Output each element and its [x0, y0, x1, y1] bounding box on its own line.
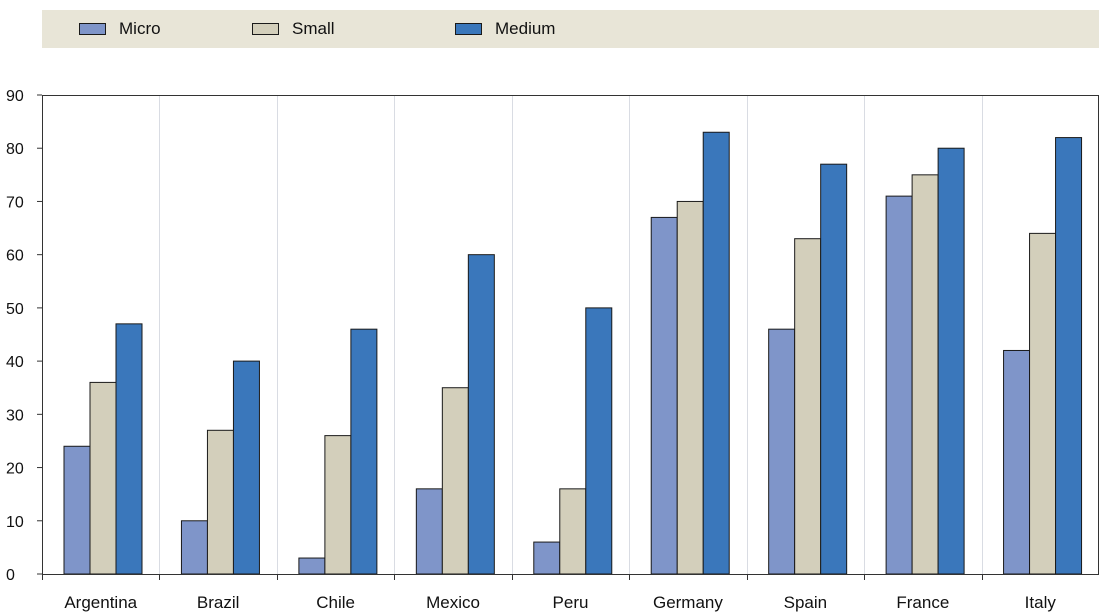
bar-medium-germany	[702, 131, 730, 575]
bar-micro-brazil	[180, 520, 208, 575]
y-tick-label: 50	[6, 301, 24, 318]
bar-medium-mexico	[467, 254, 495, 575]
bar-micro-mexico	[415, 488, 443, 575]
x-tick-label-brazil: Brazil	[197, 593, 240, 612]
x-tick-label-spain: Spain	[784, 593, 827, 612]
y-tick-label: 90	[6, 88, 24, 105]
y-tick-label: 20	[6, 461, 24, 478]
legend-label-small: Small	[292, 19, 335, 38]
bar-micro-france	[885, 195, 913, 575]
bar-micro-spain	[768, 328, 796, 575]
bar-small-spain	[794, 238, 822, 575]
x-tick-label-italy: Italy	[1025, 593, 1057, 612]
bar-medium-chile	[350, 328, 378, 575]
y-tick-label: 0	[6, 567, 15, 584]
bar-micro-argentina	[63, 445, 91, 575]
legend-label-medium: Medium	[495, 19, 556, 38]
bar-medium-peru	[585, 307, 613, 575]
bar-small-argentina	[89, 381, 117, 575]
bar-medium-france	[937, 147, 965, 575]
x-tick-label-chile: Chile	[316, 593, 355, 612]
bar-small-brazil	[206, 429, 234, 575]
y-tick-label: 60	[6, 248, 24, 265]
bar-medium-argentina	[115, 323, 143, 575]
grid-layer	[159, 95, 983, 574]
bar-medium-italy	[1055, 137, 1083, 575]
legend-item-medium: Medium	[455, 10, 555, 48]
bar-medium-brazil	[232, 360, 260, 575]
legend-item-micro: Micro	[79, 10, 161, 48]
bar-small-italy	[1029, 232, 1057, 575]
y-tick-label: 40	[6, 354, 24, 371]
bar-medium-spain	[820, 163, 848, 575]
bar-small-germany	[676, 200, 704, 575]
x-tick-label-argentina: Argentina	[64, 593, 137, 612]
bar-micro-italy	[1003, 349, 1031, 575]
legend-swatch-small	[252, 23, 279, 35]
chart-legend: Micro Small Medium	[42, 10, 1099, 48]
bar-micro-peru	[533, 541, 561, 575]
x-tick-label-mexico: Mexico	[426, 593, 480, 612]
y-tick-label: 10	[6, 514, 24, 531]
bar-small-mexico	[441, 387, 469, 575]
x-tick-label-germany: Germany	[653, 593, 723, 612]
y-tick-label: 70	[6, 194, 24, 211]
y-tick-label: 30	[6, 407, 24, 424]
bar-micro-chile	[298, 557, 326, 575]
bar-micro-germany	[650, 216, 678, 575]
bar-small-france	[911, 174, 939, 575]
legend-swatch-micro	[79, 23, 106, 35]
bars-layer	[63, 131, 1083, 575]
x-tick-label-peru: Peru	[553, 593, 589, 612]
bar-small-peru	[559, 488, 587, 575]
y-tick-label: 80	[6, 141, 24, 158]
labels-layer: 0 10 20 30 40 50 60 70 80 90 Argentina Brazil Chile M…	[6, 88, 1056, 612]
legend-item-small: Small	[252, 10, 335, 48]
bar-small-chile	[324, 435, 352, 575]
legend-label-micro: Micro	[119, 19, 161, 38]
legend-swatch-medium	[455, 23, 482, 35]
x-tick-label-france: France	[896, 593, 949, 612]
